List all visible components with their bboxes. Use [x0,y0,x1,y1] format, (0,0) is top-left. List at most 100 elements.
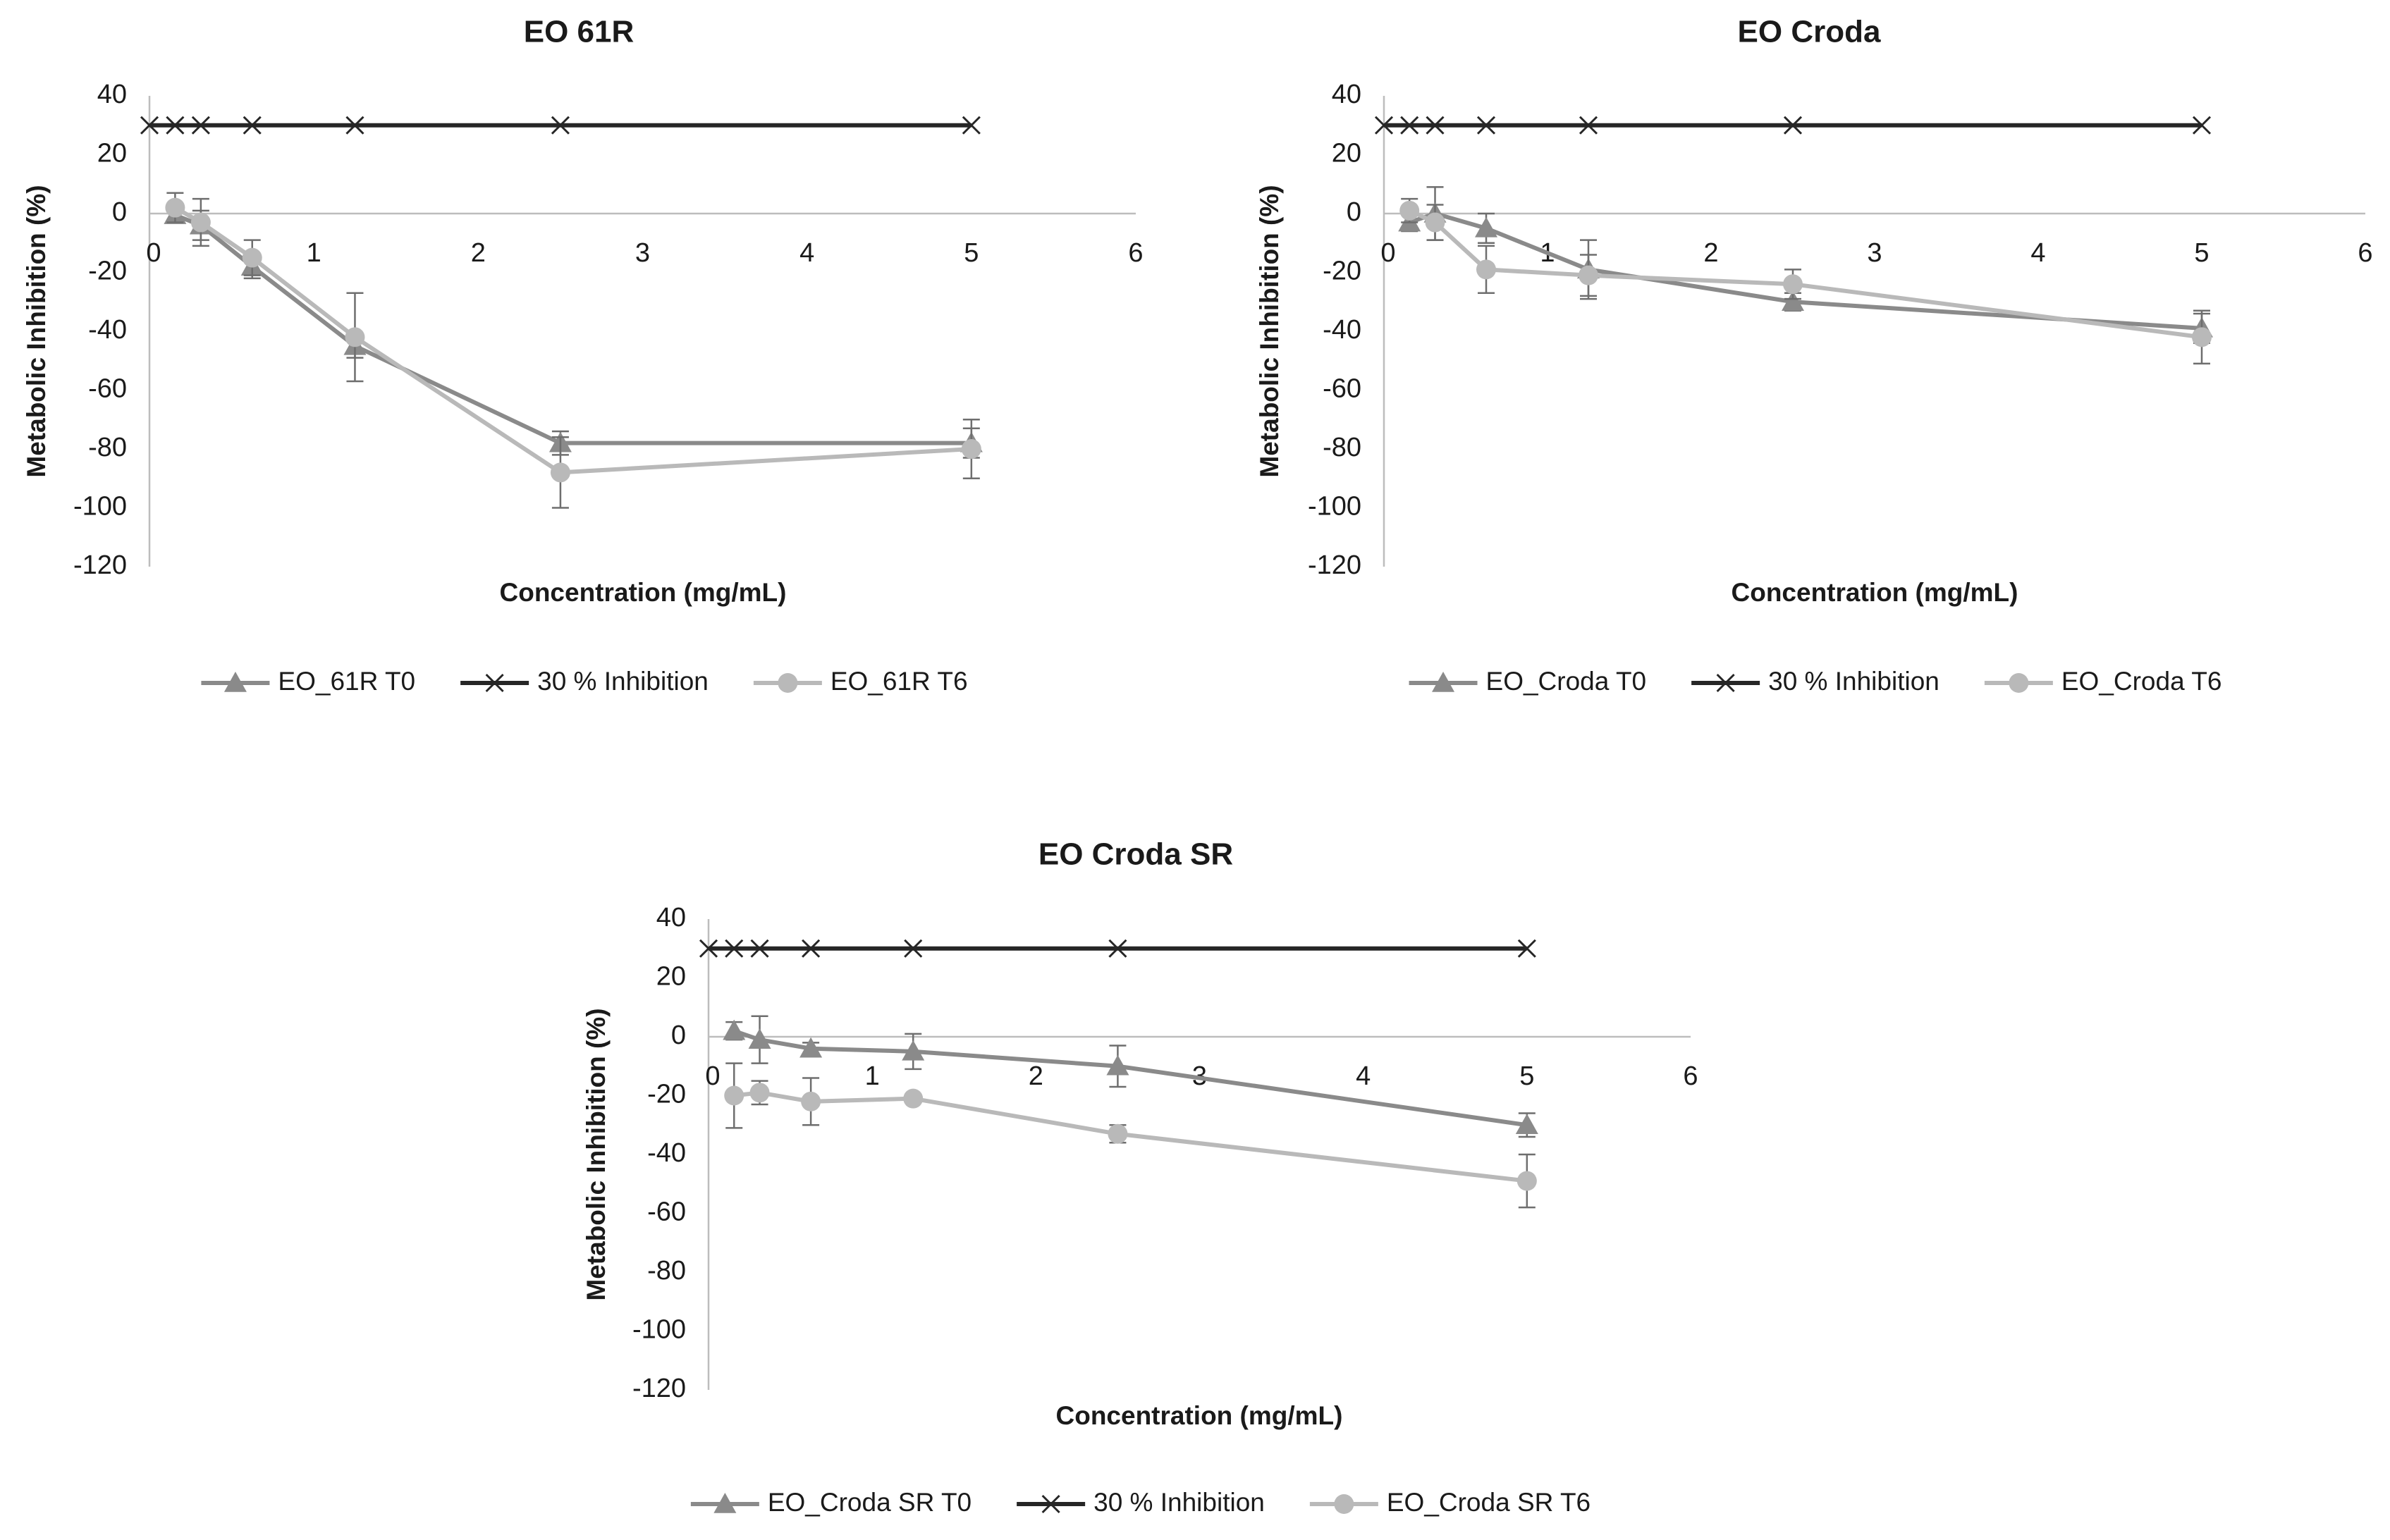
marker-triangle [748,1028,771,1049]
marker-x [1426,116,1445,135]
marker-circle [961,439,981,459]
y-axis-label: Metabolic Inhibition (%) [22,185,51,477]
y-tick-label: 0 [112,197,127,227]
marker-x [345,116,364,135]
x-tick-label: 5 [1519,1061,1534,1091]
marker-x [1579,116,1598,135]
marker-x [243,116,262,135]
x-tick-label: 2 [1703,238,1718,268]
y-tick-label: -120 [632,1374,686,1403]
marker-x [1374,116,1394,135]
legend: EO_Croda T0 30 % Inhibition EO_Croda T6 [1409,667,2222,696]
x-tick-label: 1 [307,238,321,268]
y-tick-label: -80 [1323,433,1361,462]
y-tick-label: 20 [1332,139,1361,168]
x-axis-label: Concentration (mg/mL) [1732,578,2018,607]
marker-x [140,116,159,135]
x-tick-label: 5 [964,238,979,268]
x-tick-label: 4 [2030,238,2045,268]
marker-circle [550,462,570,483]
marker-circle [1425,212,1445,233]
y-tick-label: -20 [647,1080,686,1109]
y-tick-label: 20 [656,962,686,992]
y-tick-label: 40 [656,903,686,932]
marker-triangle [713,1493,737,1513]
marker-circle [903,1088,924,1109]
marker-x [1716,673,1735,693]
marker-circle [1516,1171,1537,1191]
marker-x [962,116,981,135]
series-line [733,1028,1528,1128]
marker-circle [778,673,798,693]
marker-triangle [1782,290,1804,312]
x-tick-label: 6 [2358,238,2372,268]
marker-circle [1476,259,1496,280]
y-tick-label: 40 [97,80,127,109]
marker-circle [801,1091,821,1111]
marker-triangle [223,672,247,692]
legend-label: 30 % Inhibition [1093,1488,1265,1517]
series-line [173,206,972,475]
marker-x [485,673,504,693]
marker-x [166,116,185,135]
marker-circle [345,327,365,347]
x-tick-label: 4 [799,238,814,268]
legend-label: EO_Croda SR T0 [768,1488,972,1517]
x-tick-label: 2 [1029,1061,1043,1091]
y-tick-label: -20 [1323,257,1361,286]
x-tick-label: 2 [471,238,486,268]
marker-triangle [902,1040,925,1061]
y-tick-label: 20 [97,139,127,168]
chart-title: EO Croda SR [1038,837,1233,872]
legend-label: EO_Croda T6 [2061,667,2222,696]
legend: EO_61R T0 30 % Inhibition EO_61R T6 [201,667,968,696]
marker-circle [242,247,262,268]
y-tick-label: -100 [632,1315,686,1345]
legend-label: EO_Croda SR T6 [1387,1488,1591,1517]
marker-circle [749,1083,770,1103]
legend-label: 30 % Inhibition [1768,667,1939,696]
marker-x [191,116,210,135]
x-tick-label: 0 [146,238,161,268]
y-tick-label: 0 [671,1021,686,1050]
marker-circle [1108,1123,1128,1144]
marker-x [551,116,570,135]
y-tick-label: -20 [88,257,127,286]
y-tick-label: -120 [1308,550,1361,580]
y-tick-label: 40 [1332,80,1361,109]
marker-x [1517,939,1536,958]
marker-x [802,939,821,958]
chart-title: EO 61R [524,15,635,49]
y-tick-label: -60 [88,374,127,404]
y-axis-label: Metabolic Inhibition (%) [582,1008,611,1300]
y-tick-label: 0 [1347,197,1361,227]
x-tick-label: 5 [2194,238,2209,268]
y-tick-label: -40 [647,1138,686,1168]
chart: EO 61R Concentration (mg/mL) Metabolic Inh… [22,15,1144,696]
legend-label: 30 % Inhibition [537,667,709,696]
marker-x [1400,116,1419,135]
y-tick-label: -100 [1308,492,1361,522]
marker-circle [1783,274,1803,295]
x-tick-label: 1 [865,1061,880,1091]
chart-title: EO Croda [1738,15,1881,49]
legend: EO_Croda SR T0 30 % Inhibition EO_Croda SR… [690,1488,1591,1517]
marker-x [1476,116,1496,135]
x-tick-label: 6 [1128,238,1143,268]
marker-x [699,939,718,958]
y-tick-label: -100 [73,492,127,522]
series-line [1408,209,2202,340]
marker-triangle [1106,1054,1129,1076]
x-tick-label: 3 [1867,238,1882,268]
x-tick-label: 6 [1683,1061,1698,1091]
x-tick-label: 4 [1356,1061,1371,1091]
y-tick-label: -80 [88,433,127,462]
marker-x [904,939,923,958]
marker-circle [1334,1494,1354,1514]
marker-circle [2192,327,2212,347]
marker-x [1108,939,1127,958]
x-axis-label: Concentration (mg/mL) [1056,1401,1343,1430]
marker-circle [2009,673,2029,693]
x-axis-label: Concentration (mg/mL) [500,578,787,607]
